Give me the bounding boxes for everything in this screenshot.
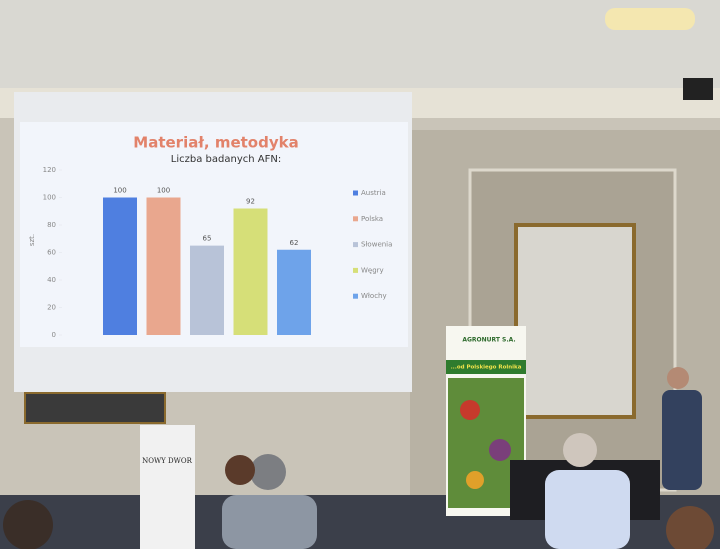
person-head [3, 500, 53, 549]
person-body [545, 470, 630, 549]
y-tick-label: 100 [43, 194, 56, 202]
y-tick-label: 20 [47, 304, 56, 312]
bar [103, 198, 137, 336]
painting [25, 393, 165, 423]
speaker-body [662, 390, 702, 490]
legend-swatch [353, 242, 358, 247]
person-head [563, 433, 597, 467]
y-tick-label: 0 [52, 331, 56, 339]
photo: Materiał, metodyka Liczba badanych AFN: … [0, 0, 720, 549]
banner-brand: AGRONURT S.A. [462, 337, 515, 344]
legend-label: Słowenia [361, 241, 392, 249]
spotlight [683, 78, 713, 100]
y-tick-label: 60 [47, 249, 56, 257]
sign-text: NOWY DWOR [142, 457, 192, 465]
chart-title: Materiał, metodyka [133, 134, 298, 152]
legend-label: Austria [361, 189, 386, 197]
legend-label: Węgry [361, 266, 384, 274]
value-label: 62 [290, 239, 299, 247]
vegetable [466, 471, 484, 489]
legend-swatch [353, 191, 358, 196]
bar [234, 209, 268, 336]
vegetable [489, 439, 511, 461]
speaker-head [667, 367, 689, 389]
legend-swatch [353, 216, 358, 221]
bar [190, 246, 224, 335]
vegetable [460, 400, 480, 420]
value-label: 100 [113, 187, 126, 195]
banner-slogan: ...od Polskiego Rolnika [451, 365, 522, 371]
value-label: 65 [203, 235, 212, 243]
bar [147, 198, 181, 336]
hotel-sign [140, 425, 195, 549]
person-head [250, 454, 286, 490]
value-label: 92 [246, 198, 255, 206]
legend-swatch [353, 268, 358, 273]
person-body [222, 495, 317, 549]
mirror [516, 225, 634, 417]
legend-label: Polska [361, 215, 383, 223]
chart-subtitle: Liczba badanych AFN: [171, 154, 281, 165]
person-head [225, 455, 255, 485]
y-axis-label: szt. [28, 234, 36, 246]
chandelier [605, 8, 695, 30]
legend-swatch [353, 294, 358, 299]
legend-label: Włochy [361, 292, 387, 300]
value-label: 100 [157, 187, 170, 195]
bar [277, 250, 311, 335]
y-tick-label: 40 [47, 276, 56, 284]
y-tick-label: 120 [43, 166, 56, 174]
y-tick-label: 80 [47, 221, 56, 229]
